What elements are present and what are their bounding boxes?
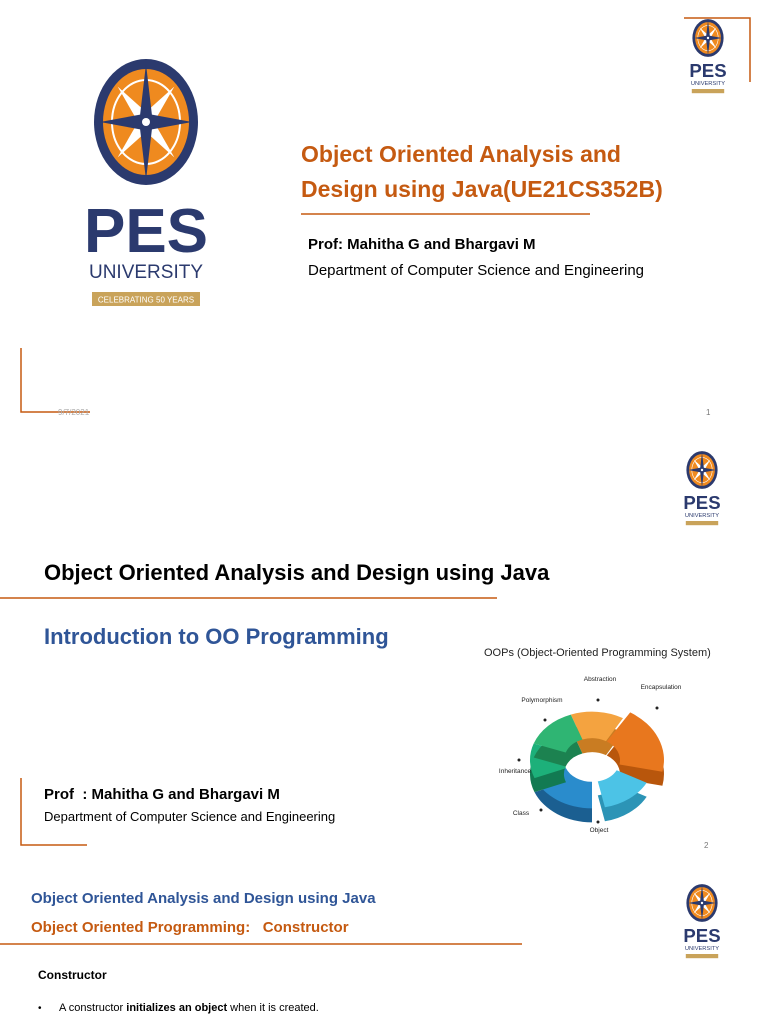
diagram-segment [597, 770, 647, 808]
logo-name: PES [84, 197, 208, 266]
logo-subtitle: UNIVERSITY [89, 262, 203, 283]
slide-3: Object Oriented Analysis and Design usin… [0, 890, 522, 1014]
logo-center [706, 36, 710, 40]
logo-subtitle: UNIVERSITY [685, 513, 719, 519]
logo-badge [92, 292, 200, 306]
logo-subtitle: UNIVERSITY [685, 946, 719, 952]
title-line: Design using Java(UE21CS352B) [301, 176, 663, 202]
course-title: Object Oriented Analysis and Design usin… [31, 890, 376, 907]
department: Department of Computer Science and Engin… [44, 809, 335, 824]
diagram-label: Inheritance [499, 768, 532, 775]
logo-center [700, 468, 704, 472]
logo-center [700, 901, 704, 905]
logo-subtitle: UNIVERSITY [691, 81, 725, 87]
diagram-label: Polymorphism [521, 697, 562, 704]
logo-name: PES [683, 492, 720, 513]
leader-dot [596, 820, 600, 824]
heading: Constructor [38, 968, 107, 982]
diagram-label: Class [513, 810, 530, 817]
course-title: Object Oriented Analysis and Design usin… [44, 560, 550, 585]
logo-name: PES [689, 60, 726, 81]
diagram-label: Encapsulation [641, 684, 682, 691]
professor: Prof: Mahitha G and Bhargavi M [308, 236, 536, 253]
oop-diagram: Abstraction Encapsulation Polymorphism Inhe… [499, 676, 682, 834]
logo-badge [691, 89, 725, 94]
diagram-title: OOPs (Object-Oriented Programming System… [484, 647, 711, 659]
logo-center [142, 118, 150, 126]
department: Department of Computer Science and Engin… [308, 262, 644, 279]
corner-frame [684, 17, 751, 82]
page-number: 2 [704, 841, 709, 850]
diagram-label: Abstraction [584, 676, 617, 683]
logo-name: PES [683, 925, 720, 946]
date: 9/7/2021 [58, 408, 90, 417]
bullet-text: when it is created. [227, 1002, 319, 1014]
diagram-label: Object [590, 827, 609, 834]
slide-1: Object Oriented Analysis and Design usin… [20, 17, 751, 417]
bullet: A constructor initializes an object when… [59, 1002, 319, 1014]
leader-dot [517, 758, 521, 762]
bullet-text-bold: initializes an object [126, 1002, 227, 1014]
logo-badge [685, 521, 719, 526]
slide-2: Object Oriented Analysis and Design usin… [0, 560, 711, 850]
title-line: Object Oriented Analysis and [301, 141, 621, 167]
leader-dot [543, 718, 547, 722]
leader-dot [655, 706, 659, 710]
logo-badge [685, 954, 719, 959]
topic: Introduction to OO Programming [44, 624, 389, 649]
diagram-segment [570, 711, 623, 742]
professor: Prof : Mahitha G and Bhargavi M [44, 786, 280, 803]
topic: Object Oriented Programming: Constructor [31, 919, 349, 936]
page-number: 1 [706, 408, 711, 417]
leader-dot [539, 808, 543, 812]
bullet-text: A constructor [59, 1002, 126, 1014]
corner-frame [20, 778, 87, 846]
corner-frame [20, 348, 90, 413]
diagram-segment [606, 712, 664, 772]
leader-dot [596, 698, 600, 702]
diagram-segment [533, 714, 583, 753]
logo-badge-text: CELEBRATING 50 YEARS [98, 296, 194, 305]
bullet-marker: • [38, 1003, 42, 1014]
